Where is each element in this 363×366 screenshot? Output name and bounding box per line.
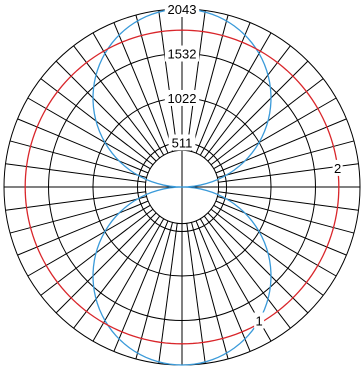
- angular-gridline: [27, 204, 151, 277]
- angular-gridline: [195, 22, 251, 154]
- angular-gridline: [207, 212, 309, 314]
- radial-tick-bg: [168, 134, 196, 151]
- angular-gridline: [135, 14, 174, 152]
- radial-tick-bg: [164, 89, 200, 106]
- series-line-1: [92, 8, 272, 366]
- angular-gridline: [17, 200, 149, 256]
- radial-tick-bg: [164, 1, 200, 17]
- angular-gridline: [158, 223, 178, 364]
- angular-gridline: [9, 195, 147, 234]
- angular-gridline: [186, 223, 206, 364]
- angular-gridline: [207, 60, 309, 162]
- angular-gridline: [217, 195, 355, 234]
- series-label-bg: [254, 312, 265, 329]
- radial-tick-1532: 1532: [164, 45, 200, 62]
- series-layer: [24, 8, 340, 366]
- angular-gridline: [113, 220, 169, 352]
- angular-gridline: [17, 118, 149, 174]
- series-label-bg: [332, 159, 343, 176]
- angular-gridline: [73, 45, 161, 159]
- angular-gridline: [217, 140, 355, 179]
- angular-gridline: [158, 10, 178, 151]
- angular-gridline: [195, 220, 251, 352]
- angular-gridline: [55, 212, 157, 314]
- angular-gridline: [213, 204, 337, 277]
- angular-gridline: [203, 215, 291, 329]
- angular-gridline: [5, 191, 146, 211]
- angular-gridline: [203, 45, 291, 159]
- angular-gridline: [190, 222, 229, 360]
- angular-gridline: [218, 191, 359, 211]
- series-label-text: 1: [255, 314, 262, 329]
- radial-tick-label: 2043: [168, 2, 197, 17]
- radial-tick-label: 511: [172, 135, 193, 150]
- series-label-text: 2: [334, 161, 341, 176]
- angular-gridline: [73, 215, 161, 329]
- angular-gridline: [5, 163, 146, 183]
- angular-gridline: [9, 140, 147, 179]
- radial-tick-1022: 1022: [164, 89, 200, 106]
- angular-gridline: [190, 14, 229, 152]
- series-line-2: [24, 29, 340, 345]
- radial-tick-bg: [164, 45, 200, 62]
- radial-tick-511: 511: [168, 134, 196, 151]
- series-label-1: 1: [254, 312, 265, 329]
- radial-tick-label: 1022: [168, 91, 197, 106]
- angular-gridline: [186, 10, 206, 151]
- angular-gridline: [135, 222, 174, 360]
- angular-gridline: [215, 118, 347, 174]
- angular-gridline: [113, 22, 169, 154]
- radial-tick-label: 1532: [168, 47, 197, 62]
- angular-gridline: [215, 200, 347, 256]
- radial-tick-2043: 2043: [164, 1, 200, 17]
- series-label-2: 2: [332, 159, 343, 176]
- angular-gridline: [27, 97, 151, 170]
- angular-gridline: [55, 60, 157, 162]
- label-layer: 511 1022 1532 2043 1 2: [164, 1, 343, 329]
- angular-gridline: [213, 97, 337, 170]
